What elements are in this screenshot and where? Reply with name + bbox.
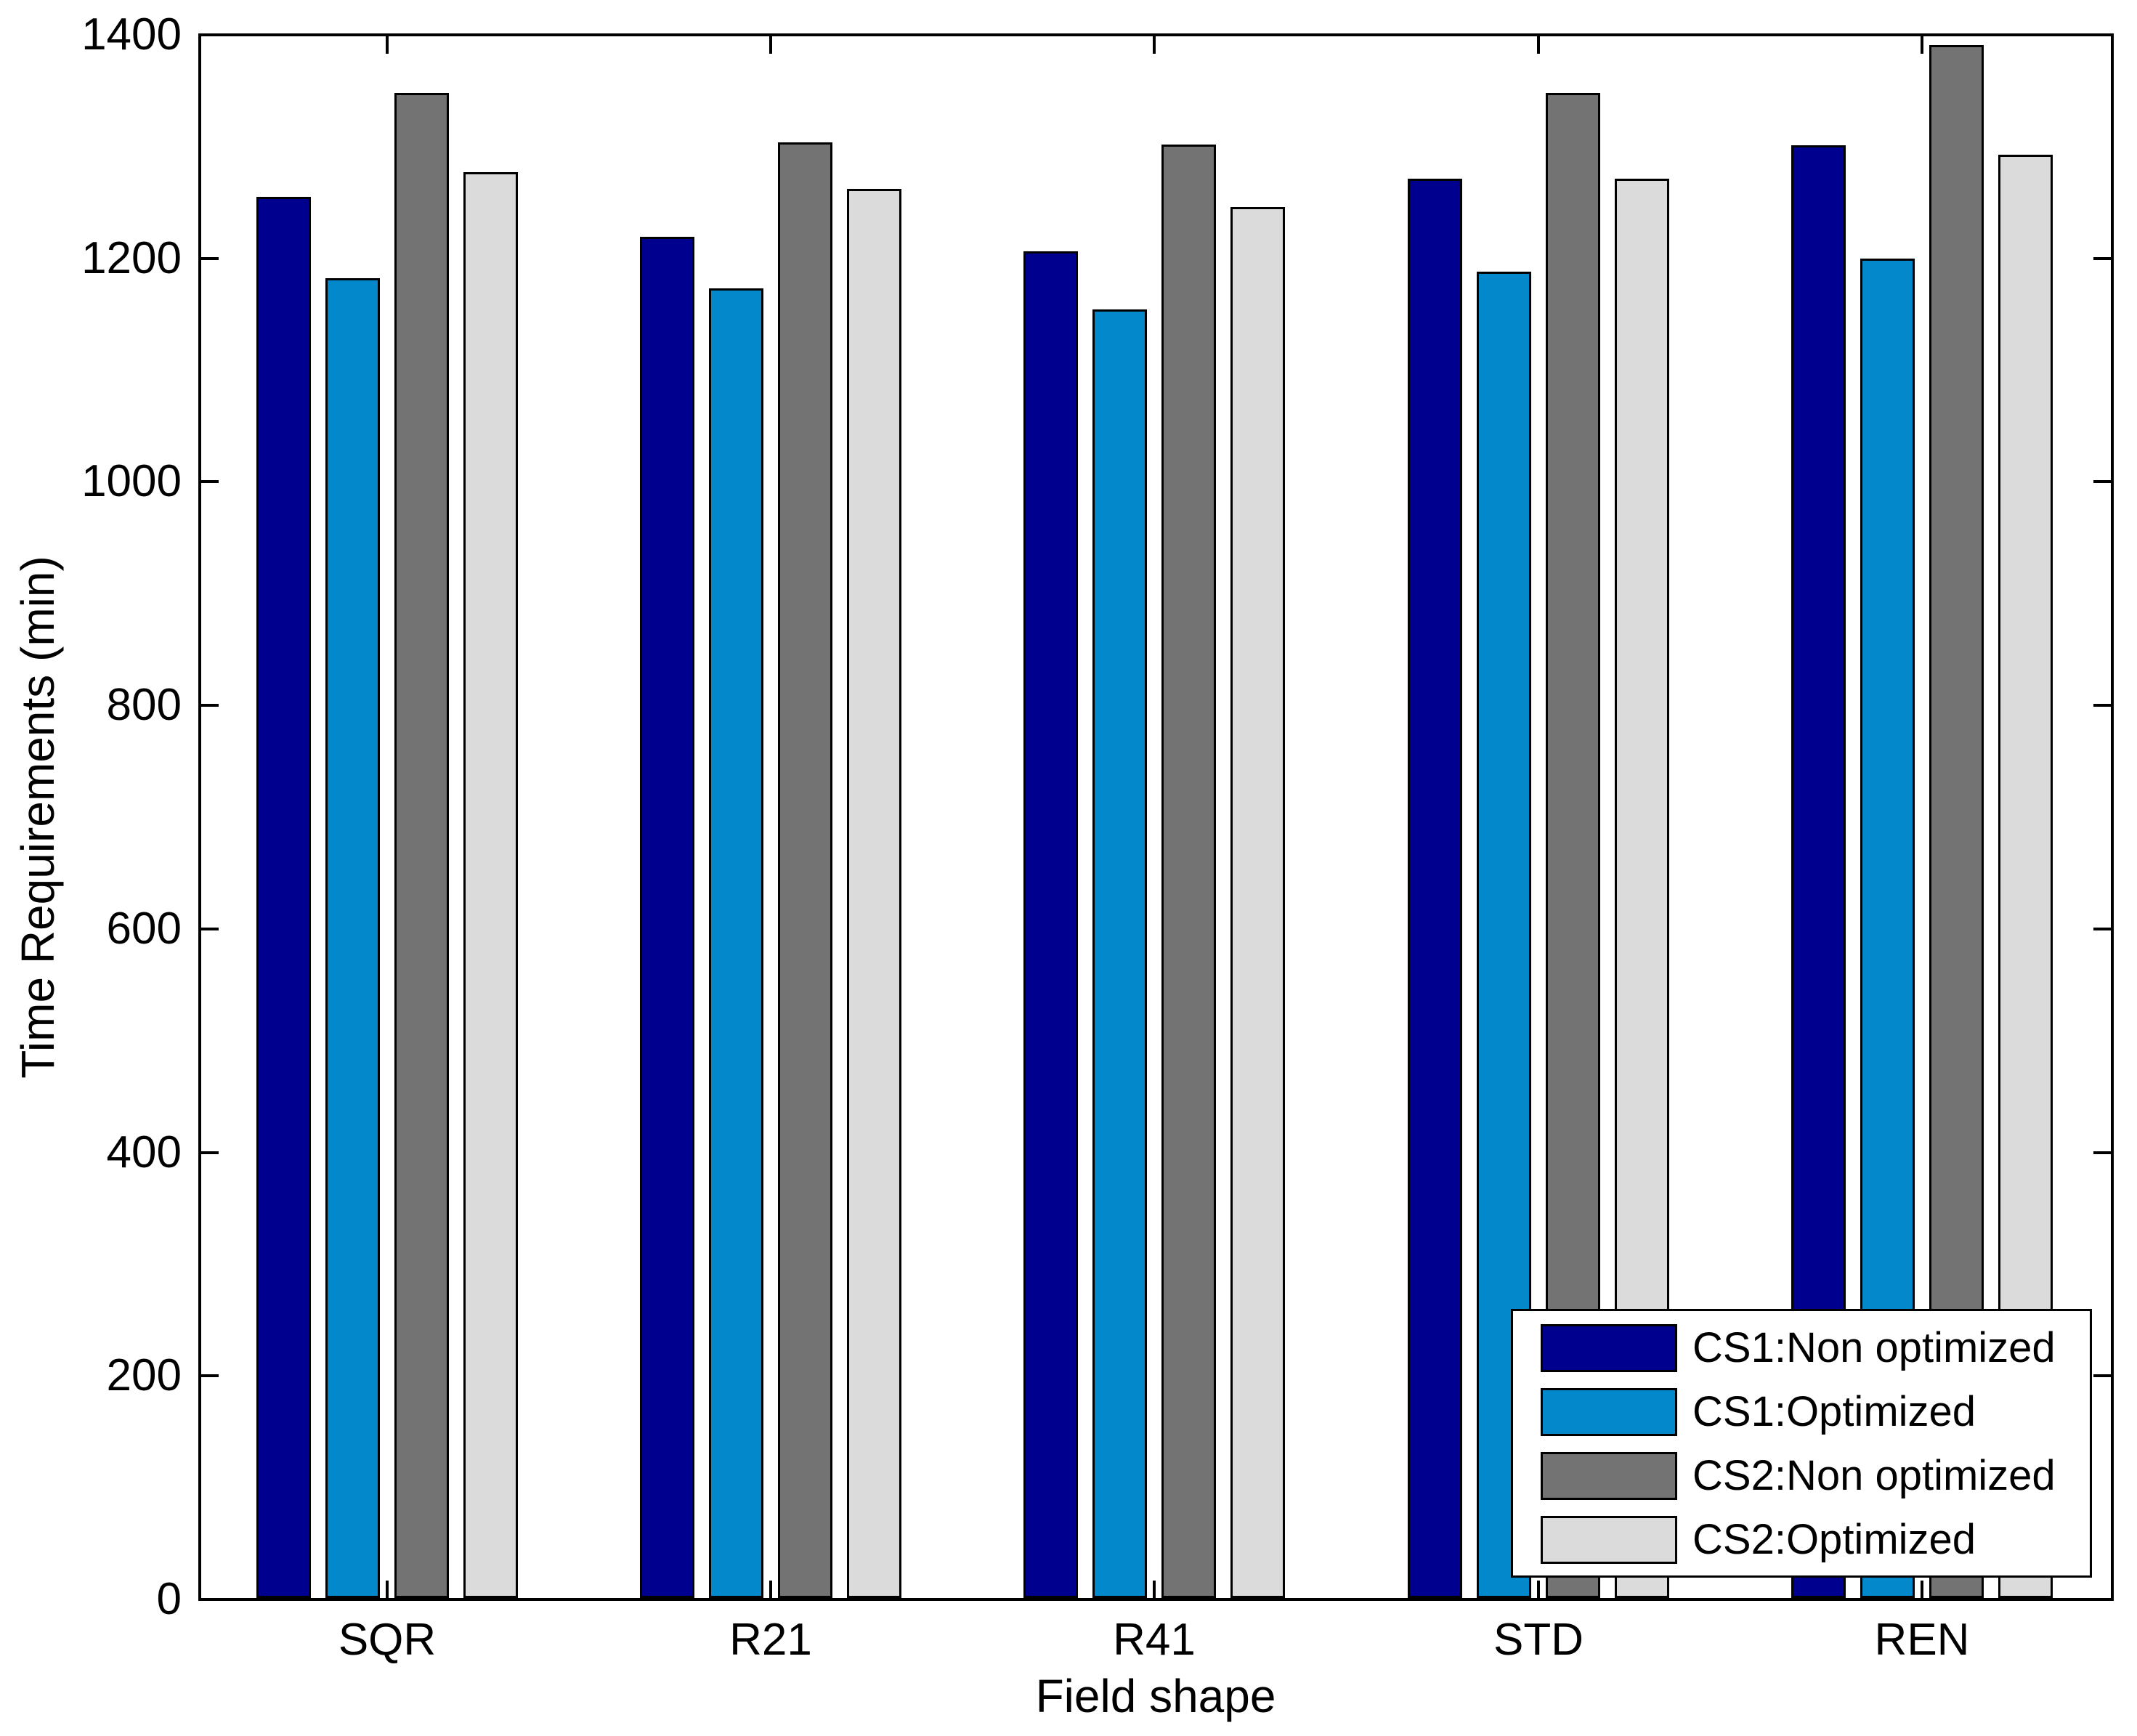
x-tick-label-R21: R21 <box>729 1615 812 1665</box>
y-tick-left <box>201 1598 219 1601</box>
x-axis-title: Field shape <box>1035 1670 1276 1722</box>
x-tick-top <box>1153 36 1156 54</box>
y-axis-line <box>198 33 201 1601</box>
y-tick-left <box>201 928 219 930</box>
x-tick-label-SQR: SQR <box>338 1615 437 1665</box>
y-tick-label: 800 <box>106 680 182 730</box>
y-tick-left <box>201 1374 219 1377</box>
y-tick-right <box>2093 928 2111 930</box>
x-tick-label-STD: STD <box>1493 1615 1584 1665</box>
legend-swatch-3 <box>1541 1516 1677 1564</box>
y-tick-right <box>2093 480 2111 483</box>
bar-R21-1 <box>709 288 763 1598</box>
y-tick-left <box>201 33 219 36</box>
x-tick-top <box>1537 36 1540 54</box>
y-tick-left <box>201 480 219 483</box>
bar-R21-0 <box>640 237 694 1598</box>
y-tick-left <box>201 704 219 707</box>
legend-label-1: CS1:Optimized <box>1692 1388 1976 1435</box>
x-tick-top <box>1921 36 1923 54</box>
y-tick-label: 600 <box>106 904 182 954</box>
y-tick-right <box>2093 1151 2111 1154</box>
x-tick-bottom <box>769 1581 772 1598</box>
y-tick-right <box>2093 1374 2111 1377</box>
legend-label-2: CS2:Non optimized <box>1692 1452 2056 1499</box>
y-tick-label: 200 <box>106 1350 182 1400</box>
y-tick-left <box>201 1151 219 1154</box>
y-tick-label: 1400 <box>81 9 182 60</box>
legend-swatch-1 <box>1541 1388 1677 1436</box>
bar-R21-2 <box>778 142 832 1598</box>
legend-label-3: CS2:Optimized <box>1692 1516 1976 1563</box>
x-tick-label-R41: R41 <box>1113 1615 1196 1665</box>
bar-SQR-3 <box>463 172 518 1598</box>
y-tick-label: 1000 <box>81 456 182 506</box>
x-tick-bottom <box>1153 1581 1156 1598</box>
x-tick-bottom <box>386 1581 389 1598</box>
top-axis-line <box>198 33 2114 36</box>
y-tick-right <box>2093 257 2111 260</box>
y-tick-right <box>2093 1598 2111 1601</box>
x-axis-line <box>198 1598 2114 1601</box>
y-tick-label: 0 <box>156 1574 182 1624</box>
y-tick-right <box>2093 704 2111 707</box>
bar-STD-0 <box>1408 179 1462 1598</box>
y-tick-label: 400 <box>106 1127 182 1177</box>
bar-R41-3 <box>1230 207 1285 1598</box>
legend-swatch-2 <box>1541 1452 1677 1500</box>
legend-swatch-0 <box>1541 1324 1677 1372</box>
legend-label-0: CS1:Non optimized <box>1692 1324 2056 1371</box>
y-tick-label: 1200 <box>81 233 182 283</box>
bar-R41-1 <box>1092 309 1147 1598</box>
bar-R41-2 <box>1161 145 1216 1598</box>
right-axis-line <box>2111 33 2114 1601</box>
bar-SQR-0 <box>256 197 311 1598</box>
bar-SQR-2 <box>394 93 449 1598</box>
x-tick-label-REN: REN <box>1874 1615 1970 1665</box>
bar-SQR-1 <box>325 278 380 1598</box>
x-tick-top <box>386 36 389 54</box>
y-axis-title: Time Requirements (min) <box>12 556 64 1079</box>
x-tick-bottom <box>1921 1581 1923 1598</box>
y-tick-left <box>201 257 219 260</box>
bar-R41-0 <box>1023 251 1078 1598</box>
x-tick-top <box>769 36 772 54</box>
x-tick-bottom <box>1537 1581 1540 1598</box>
bar-R21-3 <box>847 189 901 1598</box>
legend-box: CS1:Non optimized CS1:Optimized CS2:Non op… <box>1511 1309 2092 1578</box>
y-tick-right <box>2093 33 2111 36</box>
